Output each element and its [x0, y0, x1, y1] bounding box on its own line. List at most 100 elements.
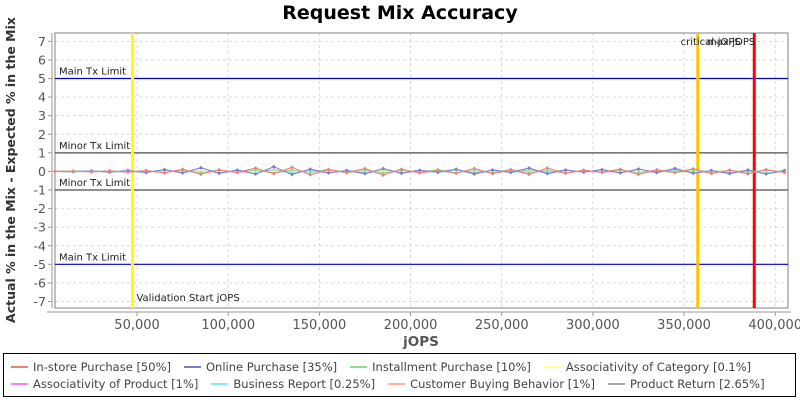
legend-label: Online Purchase [35%] — [205, 359, 338, 374]
legend-item: Installment Purchase [10%] — [350, 360, 531, 374]
y-tick-label: -2 — [34, 201, 46, 216]
legend-swatch-icon — [11, 365, 28, 368]
series-marker — [563, 171, 568, 176]
legend-label: Business Report [0.25%] — [233, 376, 376, 391]
series-marker — [235, 168, 240, 173]
series-marker — [271, 171, 276, 176]
series-marker — [217, 167, 222, 172]
series-marker — [672, 166, 677, 171]
series-marker — [727, 168, 732, 173]
series-marker — [362, 166, 367, 171]
legend-swatch-icon — [211, 382, 229, 385]
series-marker — [290, 172, 295, 177]
series-marker — [253, 166, 258, 171]
series-marker — [472, 172, 477, 177]
series-marker — [144, 170, 149, 175]
series-marker — [691, 166, 696, 171]
legend-swatch-icon — [607, 382, 625, 385]
series-marker — [563, 168, 568, 173]
series-marker — [618, 170, 623, 175]
series-marker — [326, 167, 331, 172]
series-marker — [381, 171, 386, 176]
series-marker — [162, 170, 167, 175]
chart-title: Request Mix Accuracy — [282, 2, 518, 24]
legend-row: In-store Purchase [50%] Online Purchase [… — [4, 360, 795, 374]
legend-item: In-store Purchase [50%] — [11, 360, 171, 374]
series-marker — [308, 172, 313, 177]
series-marker — [399, 171, 404, 176]
series-marker — [654, 167, 659, 172]
limit-line-label: Main Tx Limit — [59, 252, 126, 263]
series-marker — [764, 167, 769, 172]
series-marker — [71, 169, 76, 174]
marker-line-label: max-jOPS — [707, 37, 755, 48]
series-marker — [180, 170, 185, 175]
series-marker — [581, 168, 586, 173]
series-marker — [508, 170, 513, 175]
series-marker — [472, 166, 477, 171]
y-tick-label: 5 — [38, 71, 46, 86]
y-tick-label: 6 — [38, 52, 46, 67]
series-marker — [290, 165, 295, 170]
series-marker — [454, 171, 459, 176]
legend-label: Product Return [2.65%] — [629, 376, 765, 391]
marker-line-label: Validation Start jOPS — [136, 293, 239, 304]
series-marker — [271, 164, 276, 169]
y-axis-title: Actual % in the Mix - Expected % in the … — [3, 17, 18, 323]
series-marker — [636, 172, 641, 177]
series-marker — [654, 170, 659, 175]
series-marker — [399, 167, 404, 172]
series-marker — [180, 167, 185, 172]
series-marker — [672, 170, 677, 175]
legend-label: Associativity of Product [1%] — [33, 376, 199, 391]
y-tick-label: 1 — [38, 145, 46, 160]
series-marker — [198, 165, 203, 170]
series-marker — [253, 172, 258, 177]
y-tick-label: -3 — [34, 220, 46, 235]
legend-swatch-icon — [388, 382, 406, 385]
legend-label: In-store Purchase [50%] — [33, 359, 171, 374]
x-tick-label: 400,000 — [748, 318, 800, 333]
series-marker — [144, 168, 149, 173]
legend-item: Product Return [2.65%] — [607, 376, 765, 391]
legend-label: Installment Purchase [10%] — [372, 359, 531, 374]
x-tick-label: 150,000 — [293, 318, 347, 333]
y-tick-label: -1 — [34, 183, 46, 198]
series-marker — [490, 171, 495, 176]
series-marker — [435, 168, 440, 173]
legend-item: Business Report [0.25%] — [211, 377, 375, 391]
series-marker — [381, 166, 386, 171]
series-marker — [89, 169, 94, 174]
series-marker — [417, 168, 422, 173]
legend-swatch-icon — [11, 382, 28, 385]
series-marker — [326, 170, 331, 175]
series-marker — [472, 168, 477, 173]
legend-row: Associativity of Product [1%] Business Re… — [4, 377, 795, 391]
series-marker — [454, 167, 459, 172]
series-marker — [527, 166, 532, 171]
series-marker — [782, 170, 787, 175]
limit-line-label: Minor Tx Limit — [59, 178, 130, 189]
y-tick-label: 7 — [38, 34, 46, 49]
series-marker — [709, 171, 714, 176]
series-marker — [545, 166, 550, 171]
series-marker — [381, 173, 386, 178]
legend-item: Customer Buying Behavior [1%] — [388, 377, 595, 391]
series-marker — [727, 171, 732, 176]
series-marker — [636, 167, 641, 172]
y-tick-label: -5 — [34, 257, 46, 272]
series-marker — [107, 168, 112, 173]
x-tick-label: 350,000 — [657, 318, 711, 333]
y-tick-label: 2 — [38, 127, 46, 142]
legend-item: Associativity of Category [0.1%] — [543, 360, 751, 374]
x-tick-label: 100,000 — [201, 318, 255, 333]
series-marker — [308, 167, 313, 172]
x-tick-label: 50,000 — [114, 318, 160, 333]
series-marker — [618, 167, 623, 172]
series-marker — [162, 167, 167, 172]
legend-label: Customer Buying Behavior [1%] — [410, 376, 595, 391]
y-tick-label: 4 — [38, 90, 46, 105]
legend-item: Online Purchase [35%] — [183, 359, 338, 374]
x-axis-title: jOPS — [402, 334, 439, 350]
